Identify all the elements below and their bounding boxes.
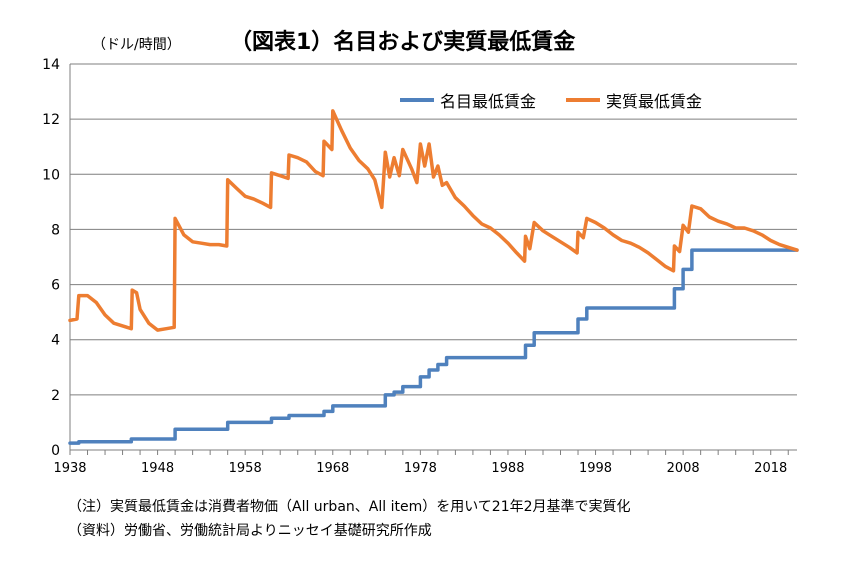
footnote-note: （注）実質最低賃金は消費者物価（All urban、All item）を用いて2… — [68, 499, 631, 515]
series-line-nominal — [68, 248, 799, 445]
grid-lines — [70, 63, 797, 396]
tick-labels: 0 2 4 6 8 10 12 14 1938 1948 1958 1968 1978 1988 1998 2… — [42, 57, 787, 476]
y-tick-label: 10 — [42, 167, 60, 183]
x-tick-label: 2018 — [754, 461, 787, 476]
legend-item-real: 実質最低賃金 — [566, 88, 702, 112]
legend-label-nominal: 名目最低賃金 — [440, 92, 537, 111]
x-tick-label: 1988 — [491, 461, 524, 476]
legend-label-real: 実質最低賃金 — [606, 92, 703, 111]
x-tick-label: 1958 — [229, 461, 262, 476]
y-tick-label: 8 — [51, 222, 60, 238]
y-tick-label: 2 — [51, 388, 60, 404]
x-tick-label: 1968 — [316, 461, 349, 476]
y-tick-label: 0 — [51, 443, 60, 459]
legend-swatch-real — [566, 98, 600, 102]
legend-swatch-nominal — [400, 98, 434, 102]
axes — [69, 64, 797, 455]
series-lines — [68, 109, 799, 445]
x-tick-label: 1998 — [579, 461, 612, 476]
legend-item-nominal: 名目最低賃金 — [400, 88, 536, 112]
series-line-real — [68, 109, 799, 332]
x-tick-label: 2008 — [667, 461, 700, 476]
x-tick-label: 1938 — [53, 461, 86, 476]
y-tick-label: 4 — [51, 333, 60, 349]
x-tick-label: 1978 — [404, 461, 437, 476]
y-tick-label: 12 — [42, 112, 60, 128]
chart-title: （図表1）名目および実質最低賃金 — [230, 30, 576, 55]
footnote-source: （資料）労働省、労働統計局よりニッセイ基礎研究所作成 — [68, 523, 432, 539]
x-tick-label: 1948 — [141, 461, 174, 476]
y-tick-label: 14 — [42, 57, 60, 73]
y-axis-unit-label: （ドル/時間） — [92, 37, 181, 53]
y-tick-label: 6 — [51, 278, 60, 294]
